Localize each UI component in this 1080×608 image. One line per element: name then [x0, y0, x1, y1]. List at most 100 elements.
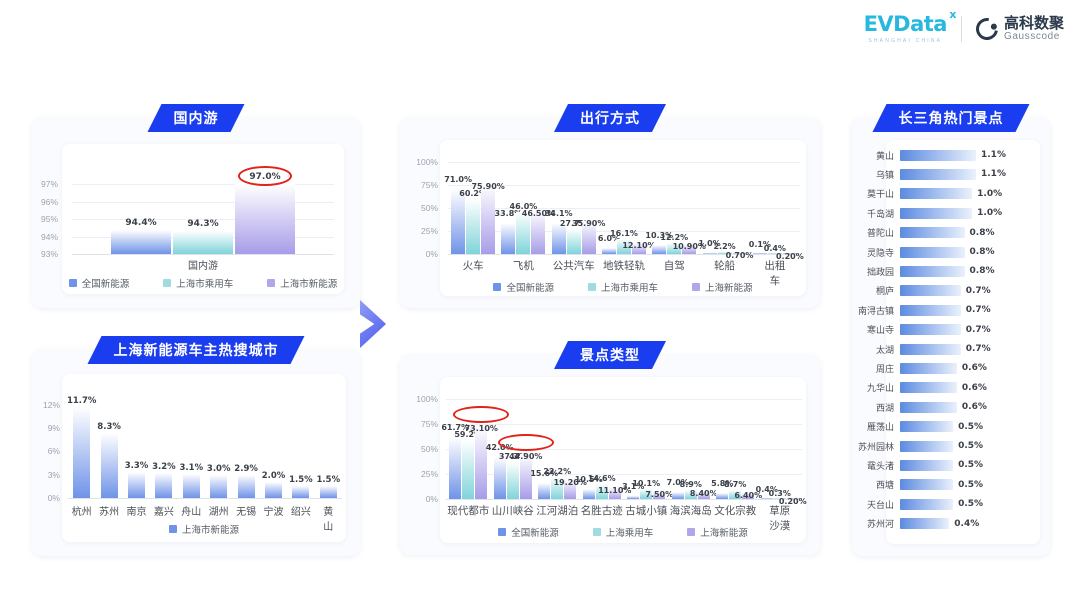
bar-value-label: 1.0%	[698, 239, 721, 249]
bar-value-label: 11.7%	[66, 396, 97, 406]
x-axis-tick-label: 宁波	[263, 507, 284, 518]
list-item[interactable]: 千岛湖 1.0%	[852, 206, 1040, 220]
rank-item-name: 太湖	[875, 345, 894, 356]
bar-travel_mode-2-1	[566, 228, 581, 254]
rank-item-value: 0.7%	[965, 285, 991, 296]
chart-legend: 全国新能源 上海乘用车 上海新能源	[440, 525, 806, 539]
legend-item[interactable]: 上海市新能源	[168, 522, 239, 536]
rank-item-name: 黄山	[875, 151, 894, 162]
bar-value-label: 16.1%	[610, 229, 638, 239]
bar-travel_mode-0-0	[451, 188, 466, 254]
bar-value-label: 8.40%	[689, 488, 718, 498]
rank-item-name: 苏州河	[866, 520, 894, 531]
list-item[interactable]: 雁荡山 0.5%	[852, 420, 1040, 434]
bar-travel_mode-6-2	[782, 253, 797, 254]
rank-item-value: 0.6%	[961, 382, 987, 393]
x-axis-tick-label: 现代都市	[447, 505, 490, 517]
rank-item-bar	[900, 518, 950, 530]
list-item[interactable]: 南浔古镇 0.7%	[852, 303, 1040, 317]
x-axis-tick-label: 杭州	[71, 507, 92, 518]
panel-title-domestic: 国内游	[148, 104, 245, 132]
evdata-superscript: x	[949, 8, 956, 21]
rank-item-name: 西湖	[875, 403, 894, 414]
list-item[interactable]: 乌镇 1.1%	[852, 167, 1040, 181]
legend-item[interactable]: 上海新能源	[692, 280, 753, 294]
list-item[interactable]: 西塘 0.5%	[852, 478, 1040, 492]
x-axis-tick-label: 文化宗教	[714, 505, 757, 517]
legend-item[interactable]: 全国新能源	[68, 276, 129, 290]
bar-spot_type-3-2	[608, 487, 621, 499]
rank-item-bar	[900, 304, 961, 316]
bar-spot_type-7-1	[773, 498, 786, 499]
rank-item-value: 0.7%	[965, 344, 991, 354]
legend-item[interactable]: 上海新能源	[687, 525, 748, 539]
legend-label: 上海市乘用车	[600, 283, 658, 294]
list-item[interactable]: 太湖 0.7%	[852, 342, 1040, 356]
legend-item[interactable]: 上海乘用车	[592, 525, 653, 539]
list-item[interactable]: 九华山 0.6%	[852, 381, 1040, 395]
bar-value-label: 2.2%	[713, 241, 736, 251]
bar-spot_type-5-1	[684, 490, 697, 499]
bar-spot_type-4-1	[640, 488, 653, 499]
chart-legend: 全国新能源 上海市乘用车 上海市新能源	[62, 276, 344, 290]
highlight-ellipse	[453, 405, 510, 423]
bar-spot_type-4-0	[627, 495, 640, 499]
rank-item-name: 周庄	[875, 364, 894, 375]
bar-travel_mode-1-1	[516, 211, 531, 254]
x-axis-tick-label: 海滨海岛	[669, 505, 712, 517]
legend-item[interactable]: 上海市乘用车	[587, 280, 658, 294]
rank-item-name: 桐庐	[875, 287, 894, 298]
bar-travel_mode-2-0	[551, 222, 566, 254]
bar-travel_mode-1-0	[501, 222, 516, 254]
rank-item-name: 寒山寺	[866, 326, 894, 337]
rank-item-name: 莫干山	[866, 190, 894, 201]
legend-item[interactable]: 全国新能源	[493, 280, 554, 294]
rank-item-value: 0.5%	[958, 499, 984, 510]
gausscode-wordmark: 高科数聚 Gausscode	[1004, 15, 1064, 43]
x-axis-tick-label: 火车	[462, 260, 484, 272]
rank-item-bar	[900, 421, 954, 433]
panel-hot-spots: 长三角热门景点 黄山 1.1% 乌镇 1.1% 莫干山 1.0% 千岛湖 1.0% 普陀山 0.8…	[852, 118, 1050, 556]
list-item[interactable]: 鼋头渚 0.5%	[852, 458, 1040, 472]
list-item[interactable]: 桐庐 0.7%	[852, 284, 1040, 298]
y-axis-tick-label: 75%	[420, 419, 438, 429]
rank-item-value: 0.5%	[958, 479, 984, 490]
list-item[interactable]: 普陀山 0.8%	[852, 226, 1040, 240]
list-item[interactable]: 寒山寺 0.7%	[852, 323, 1040, 337]
rank-item-value: 0.8%	[969, 266, 995, 277]
x-axis-tick-label: 飞机	[512, 260, 534, 272]
list-item[interactable]: 黄山 1.1%	[852, 148, 1040, 162]
list-item[interactable]: 拙政园 0.8%	[852, 264, 1040, 278]
bar-spot_type-3-1	[595, 484, 608, 499]
list-item[interactable]: 苏州园林 0.5%	[852, 439, 1040, 453]
x-axis-tick-label: 轮船	[714, 260, 736, 272]
rank-item-name: 西塘	[875, 481, 894, 492]
panel-title-cities: 上海新能源车主热搜城市	[88, 336, 305, 364]
bar-value-label: 12.2%	[660, 232, 689, 242]
list-item[interactable]: 周庄 0.6%	[852, 361, 1040, 375]
gausscode-mark-icon	[971, 13, 1003, 45]
bar-value-label: 44.90%	[509, 452, 543, 462]
list-item[interactable]: 灵隐寺 0.8%	[852, 245, 1040, 259]
legend-swatch	[68, 279, 77, 287]
chart-card-hot-spots: 黄山 1.1% 乌镇 1.1% 莫干山 1.0% 千岛湖 1.0% 普陀山 0.8% 灵隐寺 0.8%…	[858, 140, 1040, 544]
rank-item-bar	[900, 382, 957, 394]
list-item[interactable]: 莫干山 1.0%	[852, 187, 1040, 201]
list-item[interactable]: 西湖 0.6%	[852, 400, 1040, 414]
grid-line	[448, 185, 800, 186]
x-axis-title: 国内游	[188, 261, 218, 272]
rank-item-value: 0.7%	[965, 305, 991, 316]
bar-value-label: 0.3%	[768, 488, 791, 498]
bar-value-label: 34.1%	[544, 208, 573, 218]
list-item[interactable]: 苏州河 0.4%	[852, 517, 1040, 531]
bar-travel_mode-4-0	[652, 244, 667, 254]
legend-item[interactable]: 全国新能源	[498, 525, 559, 539]
bar-spot_type-3-0	[582, 488, 595, 499]
legend-label: 全国新能源	[506, 283, 554, 294]
list-item[interactable]: 天台山 0.5%	[852, 497, 1040, 511]
y-axis-tick-label: 3%	[47, 469, 60, 480]
chart-card-spot-type: 0% 25% 50% 75% 100% 61.7% 59.2% 73.10% 现代都市 42.0%…	[416, 377, 807, 543]
bar-value-label: 27.7%	[559, 218, 588, 228]
legend-item[interactable]: 上海市新能源	[267, 276, 337, 290]
legend-item[interactable]: 上海市乘用车	[163, 276, 233, 290]
